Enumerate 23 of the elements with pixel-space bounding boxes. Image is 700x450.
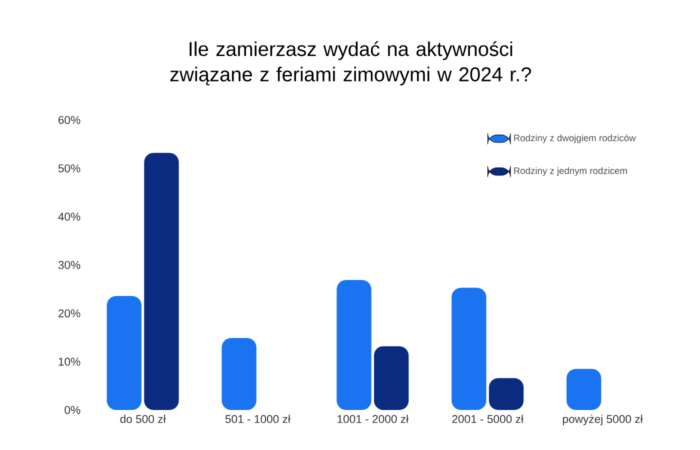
x-tick-label: 501 - 1000 zł [225,414,290,424]
y-tick-label: 60% [58,116,80,124]
bar [566,368,602,410]
y-tick-label: 50% [58,164,80,172]
bar [374,346,409,410]
bar [452,288,486,410]
bar [222,338,256,410]
x-tick-label: do 500 zł [120,414,166,424]
x-tick-label: powyżej 5000 zł [562,414,643,426]
chart-title: Ile zamierzasz wydać na aktywności związane z feriami zimowymi w 2024 r.? [170,41,532,86]
y-tick-label: 10% [58,358,80,366]
legend-label: Rodziny z dwojgiem rodziców [514,134,636,144]
legend-label: Rodziny z jednym rodzicem [514,167,627,176]
bar [488,378,524,410]
y-tick-label: 20% [58,309,80,318]
bar [336,280,372,410]
x-tick-label: 2001 - 5000 zł [452,414,524,424]
y-tick-label: 0% [64,406,80,414]
x-tick-label: 1001 - 2000 zł [338,414,408,424]
y-tick-label: 40% [58,212,80,221]
bar [106,296,142,410]
bar [144,152,179,410]
y-tick-label: 30% [58,261,80,270]
